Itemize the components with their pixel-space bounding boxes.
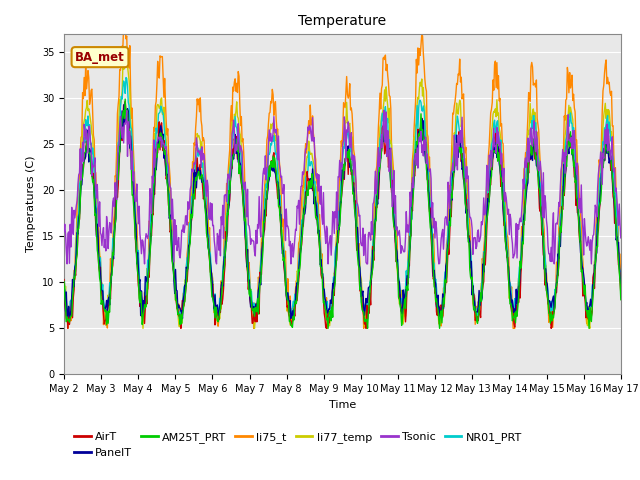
li75_t bbox=[129, 136, 137, 142]
NR01_PRT bbox=[122, 75, 130, 81]
li77_temp bbox=[617, 285, 625, 291]
li75_t bbox=[186, 225, 193, 230]
PanelT bbox=[60, 284, 68, 289]
li77_temp bbox=[122, 44, 130, 49]
AM25T_PRT bbox=[70, 275, 78, 280]
AirT bbox=[617, 290, 625, 296]
Line: li77_temp: li77_temp bbox=[64, 47, 621, 328]
li75_t bbox=[428, 224, 436, 230]
li75_t bbox=[64, 325, 72, 331]
AirT bbox=[129, 175, 137, 180]
AirT bbox=[122, 99, 129, 105]
li75_t bbox=[412, 98, 419, 104]
AirT bbox=[215, 317, 223, 323]
AirT bbox=[186, 241, 193, 247]
NR01_PRT bbox=[128, 138, 136, 144]
li77_temp bbox=[70, 273, 78, 278]
li75_t bbox=[71, 268, 79, 274]
Y-axis label: Temperatures (C): Temperatures (C) bbox=[26, 156, 36, 252]
NR01_PRT bbox=[177, 317, 185, 323]
Line: li75_t: li75_t bbox=[64, 17, 621, 328]
Line: AirT: AirT bbox=[64, 102, 621, 328]
NR01_PRT bbox=[70, 274, 78, 279]
PanelT bbox=[617, 280, 625, 286]
X-axis label: Time: Time bbox=[329, 400, 356, 409]
AM25T_PRT bbox=[324, 325, 332, 331]
PanelT bbox=[215, 312, 223, 318]
PanelT bbox=[179, 315, 186, 321]
Tsonic bbox=[60, 229, 68, 235]
Line: PanelT: PanelT bbox=[64, 104, 621, 318]
AirT bbox=[60, 276, 68, 282]
Legend: AirT, PanelT, AM25T_PRT, li75_t, li77_temp, Tsonic, NR01_PRT: AirT, PanelT, AM25T_PRT, li75_t, li77_te… bbox=[70, 428, 527, 462]
li75_t bbox=[617, 286, 625, 292]
li77_temp bbox=[128, 147, 136, 153]
Tsonic bbox=[214, 234, 222, 240]
AM25T_PRT bbox=[185, 252, 193, 258]
Tsonic bbox=[63, 261, 71, 267]
AM25T_PRT bbox=[60, 279, 68, 285]
li77_temp bbox=[186, 225, 193, 231]
AM25T_PRT bbox=[428, 240, 436, 246]
AM25T_PRT bbox=[122, 96, 129, 102]
Tsonic bbox=[428, 215, 436, 221]
NR01_PRT bbox=[617, 269, 625, 275]
AirT bbox=[428, 247, 436, 252]
Line: AM25T_PRT: AM25T_PRT bbox=[64, 99, 621, 328]
Tsonic bbox=[380, 108, 388, 113]
AirT bbox=[412, 147, 419, 153]
AirT bbox=[71, 266, 79, 272]
Title: Temperature: Temperature bbox=[298, 14, 387, 28]
NR01_PRT bbox=[412, 138, 419, 144]
AirT bbox=[64, 325, 72, 331]
NR01_PRT bbox=[428, 224, 436, 229]
li77_temp bbox=[60, 279, 68, 285]
Tsonic bbox=[128, 148, 136, 154]
Tsonic bbox=[617, 235, 625, 241]
AM25T_PRT bbox=[128, 192, 136, 198]
AM25T_PRT bbox=[617, 297, 625, 302]
NR01_PRT bbox=[186, 220, 193, 226]
AM25T_PRT bbox=[214, 319, 222, 324]
PanelT bbox=[120, 101, 128, 107]
PanelT bbox=[128, 171, 136, 177]
PanelT bbox=[186, 241, 193, 247]
li75_t bbox=[120, 14, 128, 20]
NR01_PRT bbox=[215, 313, 223, 319]
Tsonic bbox=[185, 206, 193, 212]
li77_temp bbox=[428, 223, 436, 229]
PanelT bbox=[428, 233, 436, 239]
Tsonic bbox=[412, 151, 419, 156]
li75_t bbox=[215, 316, 223, 322]
PanelT bbox=[70, 284, 78, 289]
Text: BA_met: BA_met bbox=[75, 51, 125, 64]
Line: Tsonic: Tsonic bbox=[64, 110, 621, 264]
li77_temp bbox=[139, 325, 147, 331]
Tsonic bbox=[71, 215, 79, 221]
li75_t bbox=[60, 276, 68, 282]
NR01_PRT bbox=[60, 267, 68, 273]
AM25T_PRT bbox=[412, 159, 419, 165]
li77_temp bbox=[412, 123, 419, 129]
li77_temp bbox=[215, 310, 223, 315]
PanelT bbox=[412, 152, 419, 158]
Line: NR01_PRT: NR01_PRT bbox=[64, 78, 621, 320]
